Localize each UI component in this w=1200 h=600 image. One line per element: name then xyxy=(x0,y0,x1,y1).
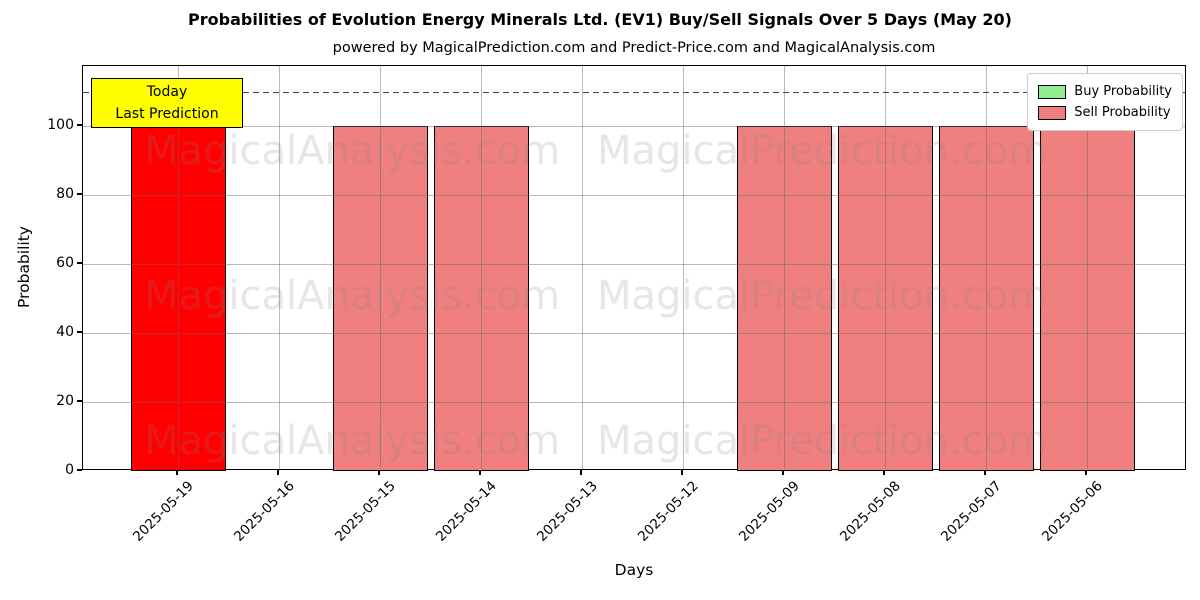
y-tick-mark xyxy=(77,469,82,471)
chart-subtitle: powered by MagicalPrediction.com and Pre… xyxy=(332,40,936,56)
h-gridline xyxy=(83,402,1185,403)
chart-title: Probabilities of Evolution Energy Minera… xyxy=(188,10,1012,29)
watermark-text: MagicalPrediction.com xyxy=(597,273,1047,319)
v-gridline xyxy=(986,66,987,469)
today-annotation: Today Last Prediction xyxy=(91,78,243,128)
y-tick-mark xyxy=(77,331,82,333)
x-tick-mark xyxy=(277,470,279,475)
y-tick-label: 100 xyxy=(47,117,74,134)
x-tick-mark xyxy=(681,470,683,475)
bar-2025-05-19 xyxy=(130,126,226,471)
watermark-text: MagicalPrediction.com xyxy=(597,418,1047,464)
legend-item: Sell Probability xyxy=(1038,102,1172,123)
legend-item-label: Buy Probability xyxy=(1074,84,1172,99)
v-gridline xyxy=(683,66,684,469)
watermark-text: MagicalAnalysis.com xyxy=(143,128,561,174)
y-tick-mark xyxy=(77,262,82,264)
bar-2025-05-15 xyxy=(332,126,428,471)
legend-item: Buy Probability xyxy=(1038,81,1172,102)
annotation-line-2: Last Prediction xyxy=(115,106,219,122)
v-gridline xyxy=(380,66,381,469)
x-tick-label: 2025-05-15 xyxy=(331,478,399,545)
y-tick-label: 60 xyxy=(56,255,74,271)
watermark-text: MagicalPrediction.com xyxy=(597,128,1047,174)
x-tick-mark xyxy=(580,470,582,475)
v-gridline xyxy=(582,66,583,469)
y-tick-mark xyxy=(77,193,82,195)
bar-2025-05-14 xyxy=(433,126,529,471)
h-gridline xyxy=(83,195,1185,197)
v-gridline xyxy=(784,66,785,469)
x-axis-label: Days xyxy=(614,561,654,579)
bar-2025-05-07 xyxy=(938,126,1034,471)
legend-swatch xyxy=(1038,105,1067,120)
y-tick-label: 40 xyxy=(56,324,74,340)
v-gridline xyxy=(885,66,886,469)
x-tick-mark xyxy=(1085,470,1087,475)
legend-item-label: Sell Probability xyxy=(1074,105,1171,120)
v-gridline xyxy=(1087,66,1088,469)
x-tick-label: 2025-05-14 xyxy=(432,478,500,545)
v-gridline xyxy=(178,66,179,469)
x-tick-mark xyxy=(984,470,986,475)
bar-2025-05-06 xyxy=(1039,126,1135,471)
x-tick-label: 2025-05-09 xyxy=(735,478,803,545)
watermark-text: MagicalAnalysis.com xyxy=(143,273,561,319)
h-gridline xyxy=(83,264,1185,265)
x-tick-label: 2025-05-13 xyxy=(533,478,601,545)
x-tick-label: 2025-05-06 xyxy=(1038,478,1106,545)
v-gridline xyxy=(279,66,280,469)
x-tick-label: 2025-05-08 xyxy=(836,478,904,545)
x-tick-label: 2025-05-12 xyxy=(634,478,702,545)
legend-swatch xyxy=(1038,84,1067,99)
y-tick-label: 80 xyxy=(56,186,74,203)
x-tick-label: 2025-05-07 xyxy=(937,478,1005,545)
bar-2025-05-09 xyxy=(736,126,832,471)
h-gridline xyxy=(83,333,1185,334)
x-tick-mark xyxy=(782,470,784,475)
x-tick-mark xyxy=(378,470,380,475)
watermark-text: MagicalAnalysis.com xyxy=(143,418,561,464)
h-gridline xyxy=(83,126,1185,128)
y-tick-mark xyxy=(77,400,82,402)
v-gridline xyxy=(481,66,482,469)
reference-dashed-line xyxy=(83,91,1185,94)
y-tick-label: 20 xyxy=(56,393,74,409)
x-tick-label: 2025-05-16 xyxy=(230,478,298,545)
x-tick-mark xyxy=(883,470,885,475)
x-tick-label: 2025-05-19 xyxy=(129,478,197,545)
plot-area: MagicalAnalysis.com MagicalPrediction.com… xyxy=(82,65,1186,471)
x-tick-mark xyxy=(176,470,178,475)
y-axis-label: Probability xyxy=(15,226,33,308)
y-tick-label: 0 xyxy=(65,462,74,478)
bar-2025-05-08 xyxy=(837,126,933,471)
legend: Buy Probability Sell Probability xyxy=(1027,73,1183,131)
y-tick-mark xyxy=(77,124,82,126)
x-tick-mark xyxy=(479,470,481,475)
annotation-line-1: Today xyxy=(146,84,188,100)
